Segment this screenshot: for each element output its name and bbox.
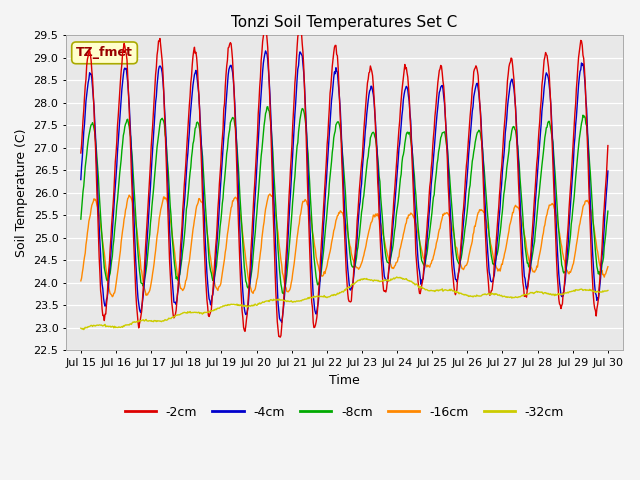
Y-axis label: Soil Temperature (C): Soil Temperature (C) bbox=[15, 129, 28, 257]
Title: Tonzi Soil Temperatures Set C: Tonzi Soil Temperatures Set C bbox=[231, 15, 458, 30]
Text: TZ_fmet: TZ_fmet bbox=[76, 47, 133, 60]
X-axis label: Time: Time bbox=[329, 373, 360, 386]
Legend: -2cm, -4cm, -8cm, -16cm, -32cm: -2cm, -4cm, -8cm, -16cm, -32cm bbox=[120, 401, 569, 424]
